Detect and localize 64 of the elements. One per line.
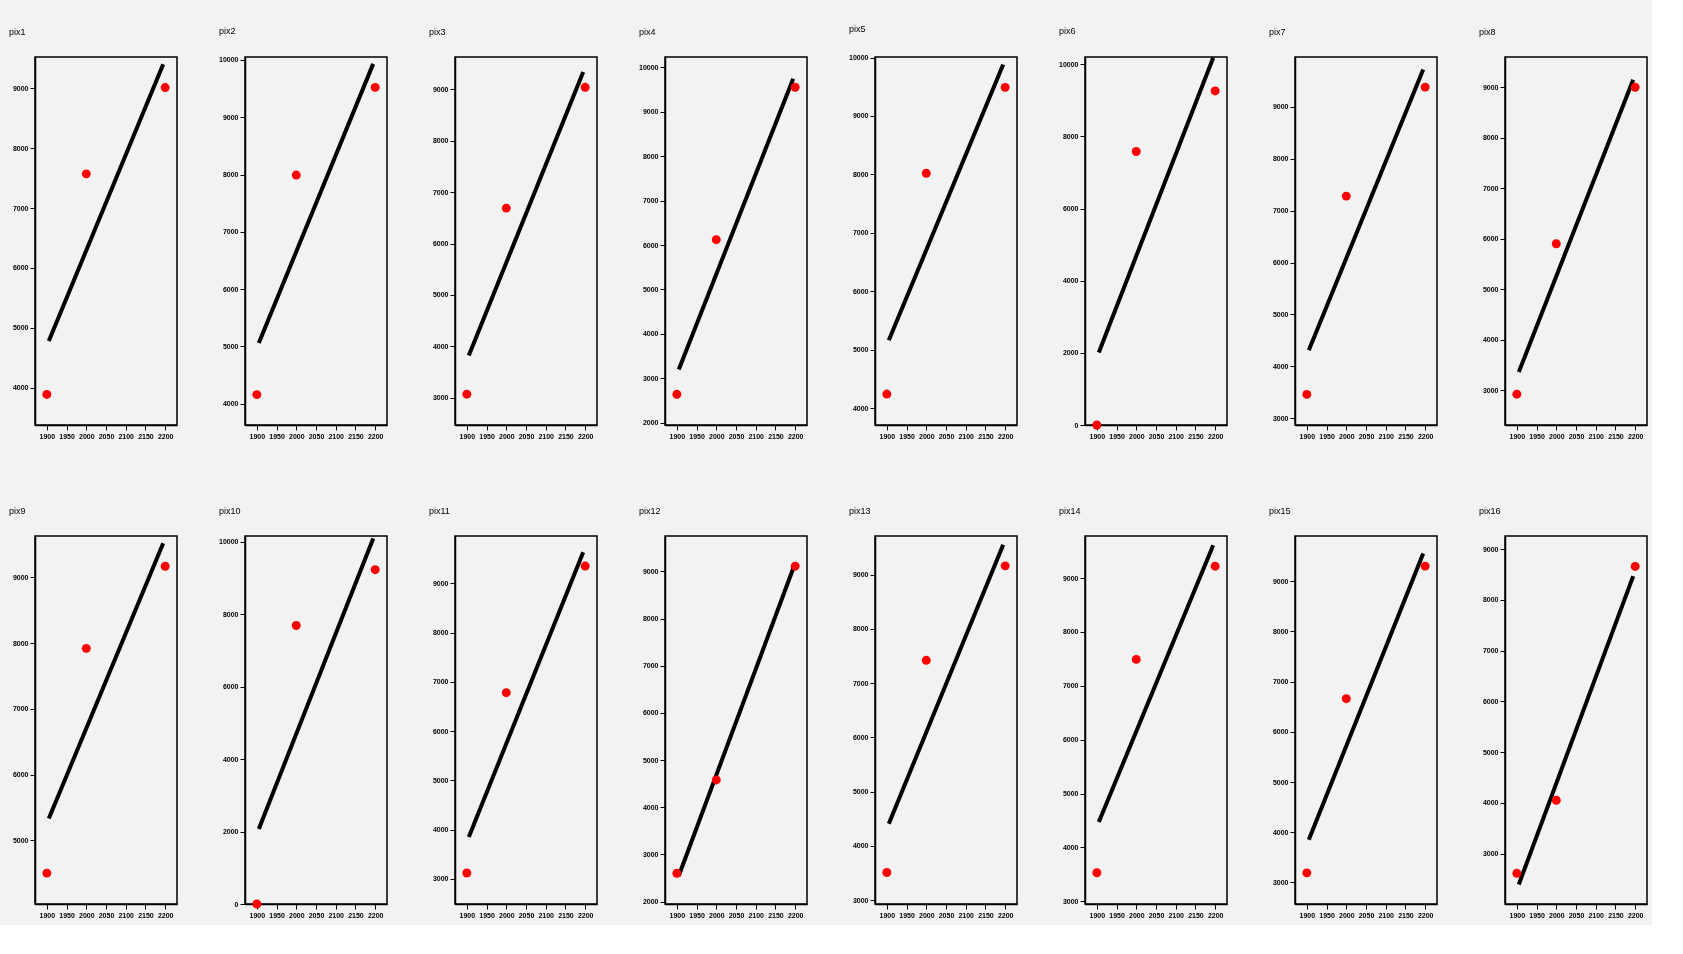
point (1302, 389, 1312, 399)
point (1512, 389, 1522, 399)
point (580, 561, 590, 571)
point (501, 688, 511, 698)
point (921, 655, 931, 665)
point (790, 561, 800, 571)
point (672, 389, 682, 399)
point (1341, 694, 1351, 704)
point (1512, 868, 1522, 878)
point (1131, 654, 1141, 664)
chart-title: pix1 (9, 27, 26, 37)
point (252, 899, 262, 909)
point (1630, 561, 1640, 571)
point (1131, 147, 1141, 156)
point (921, 168, 931, 178)
point (370, 82, 380, 92)
point (1420, 82, 1430, 92)
point (1551, 239, 1561, 249)
chart-title: pix7 (1269, 27, 1286, 37)
point (1551, 795, 1561, 805)
point (1210, 86, 1220, 96)
chart-title: pix9 (9, 506, 26, 516)
chart-title: pix3 (429, 27, 446, 37)
point (81, 169, 91, 179)
point (462, 389, 472, 399)
point (1630, 82, 1640, 92)
chart-title: pix2 (219, 25, 236, 36)
point (711, 235, 721, 245)
point (1341, 191, 1351, 201)
point (1092, 868, 1102, 878)
chart-title: pix11 (429, 506, 450, 516)
point (882, 868, 892, 877)
point (1000, 561, 1010, 571)
point (42, 868, 52, 878)
chart-title: pix6 (1059, 25, 1076, 36)
point (291, 170, 301, 180)
point (1000, 82, 1010, 92)
point (672, 868, 682, 878)
point (462, 868, 472, 878)
point (501, 203, 511, 213)
point (790, 82, 800, 92)
chart-title: pix14 (1059, 506, 1081, 516)
chart-title: pix4 (639, 27, 656, 37)
chart-title: pix8 (1479, 27, 1496, 37)
point (81, 643, 91, 653)
point (1420, 561, 1430, 571)
chart-title: pix16 (1479, 506, 1501, 516)
point (1092, 420, 1102, 430)
point (1302, 868, 1312, 878)
point (370, 565, 380, 575)
chart-title: pix12 (639, 506, 661, 516)
point (882, 389, 892, 399)
point (160, 561, 170, 571)
point (711, 775, 721, 785)
point (580, 82, 590, 92)
chart-title: pix13 (849, 506, 871, 516)
point (160, 83, 170, 93)
point (42, 389, 52, 399)
point (252, 390, 262, 400)
chart-title: pix10 (219, 506, 241, 516)
point (291, 621, 301, 630)
chart-title: pix5 (849, 23, 866, 34)
point (1210, 561, 1220, 571)
chart-title: pix15 (1269, 506, 1291, 516)
